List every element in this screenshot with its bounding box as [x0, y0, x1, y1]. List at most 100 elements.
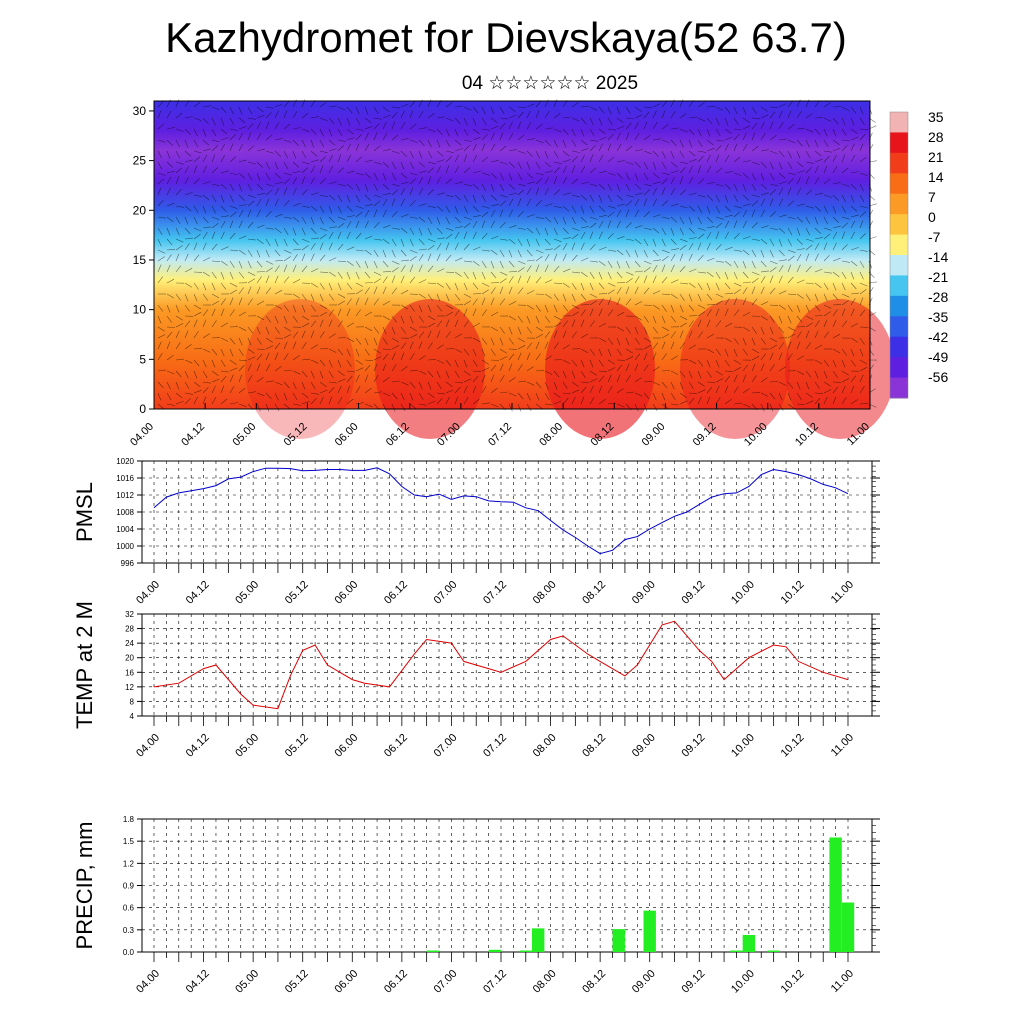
wind-barb [427, 315, 436, 321]
wind-barb [634, 106, 642, 112]
wind-barb [418, 293, 426, 299]
wind-barb [445, 311, 454, 317]
wind-barb [418, 111, 424, 119]
wind-barb [463, 194, 469, 203]
wind-barb [409, 200, 416, 207]
wind-barb [481, 260, 487, 268]
wind-barb [544, 170, 553, 174]
wind-barb [787, 392, 792, 401]
wind-barb [283, 178, 291, 185]
wind-barb [760, 133, 766, 141]
wind-barb [382, 148, 391, 152]
wind-barb [580, 381, 590, 384]
wind-barb [193, 254, 200, 262]
wind-barb [679, 113, 687, 119]
wind-barb [589, 370, 597, 376]
wind-barb [670, 176, 675, 185]
wind-barb [220, 308, 225, 317]
wind-barb [526, 138, 535, 141]
wind-barb [184, 293, 189, 302]
wind-barb [256, 300, 265, 306]
wind-barb [814, 158, 823, 163]
wind-barb [526, 403, 532, 411]
wind-barb [157, 276, 164, 284]
wind-barb [553, 342, 559, 350]
wind-barb [688, 330, 693, 339]
colorbar-swatch [890, 112, 908, 133]
wind-barb [805, 381, 810, 390]
wind-barb [823, 311, 831, 317]
wind-barb [346, 298, 352, 306]
wind-barb [265, 364, 271, 372]
y-tick-label: 1020 [116, 457, 134, 466]
wind-barb [598, 143, 603, 152]
wind-barb [382, 377, 390, 383]
wind-barb [562, 159, 571, 163]
wind-barb [391, 198, 396, 207]
wind-barb [211, 370, 219, 377]
wind-barb [283, 326, 291, 332]
wind-barb [184, 253, 189, 262]
heatmap-x-tick-label: 09.00 [640, 421, 668, 449]
wind-barb [328, 381, 337, 384]
wind-barb [283, 216, 292, 219]
wind-barb [697, 311, 705, 317]
wind-barb [445, 319, 450, 328]
wind-barb [751, 117, 761, 120]
wind-barb [373, 117, 382, 120]
wind-barb [643, 364, 649, 372]
wind-barb [436, 216, 441, 225]
wind-barb [850, 298, 856, 306]
wind-barb [508, 225, 517, 229]
wind-barb [418, 315, 424, 323]
wind-barb [679, 253, 684, 262]
wind-barb [220, 183, 228, 190]
wind-barb [526, 342, 533, 350]
wind-barb [274, 366, 282, 372]
wind-barb [553, 315, 562, 321]
wind-barb [481, 386, 487, 394]
wind-barb [814, 397, 821, 405]
wind-barb [697, 271, 706, 274]
wind-barb [481, 337, 488, 345]
wind-barb [670, 264, 675, 273]
wind-barb [274, 342, 281, 350]
wind-barb [346, 370, 355, 373]
wind-barb [598, 220, 604, 229]
wind-barb [643, 198, 648, 207]
wind-barb [382, 238, 390, 245]
wind-barb [445, 331, 451, 339]
wind-barb [202, 105, 211, 108]
wind-barb [328, 105, 337, 108]
wind-barb [211, 320, 217, 328]
wind-barb [301, 358, 311, 361]
wind-barb [841, 385, 846, 394]
warm-patch [785, 299, 895, 439]
wind-barb [400, 342, 407, 350]
wind-barb [490, 326, 499, 332]
wind-barb [634, 114, 643, 119]
wind-barb [670, 227, 675, 236]
wind-barb [526, 214, 535, 218]
wind-barb [202, 181, 211, 185]
wind-barb [580, 348, 589, 354]
wind-barb [382, 260, 389, 268]
wind-barb [373, 337, 378, 346]
wind-barb [229, 143, 234, 152]
wind-barb [274, 381, 283, 386]
wind-barb [724, 183, 731, 190]
wind-barb [625, 298, 632, 306]
wind-barb [319, 293, 324, 302]
wind-barb [850, 337, 858, 343]
wind-barb [355, 117, 361, 126]
wind-barb [598, 348, 603, 357]
wind-barb [481, 156, 489, 163]
wind-barb [418, 170, 427, 174]
wind-barb [427, 112, 435, 119]
wind-barb [445, 282, 451, 290]
wind-barb [526, 304, 534, 310]
wind-barb [517, 189, 525, 196]
wind-barb [292, 264, 297, 273]
wind-barb [328, 271, 336, 277]
wind-barb [562, 304, 569, 312]
